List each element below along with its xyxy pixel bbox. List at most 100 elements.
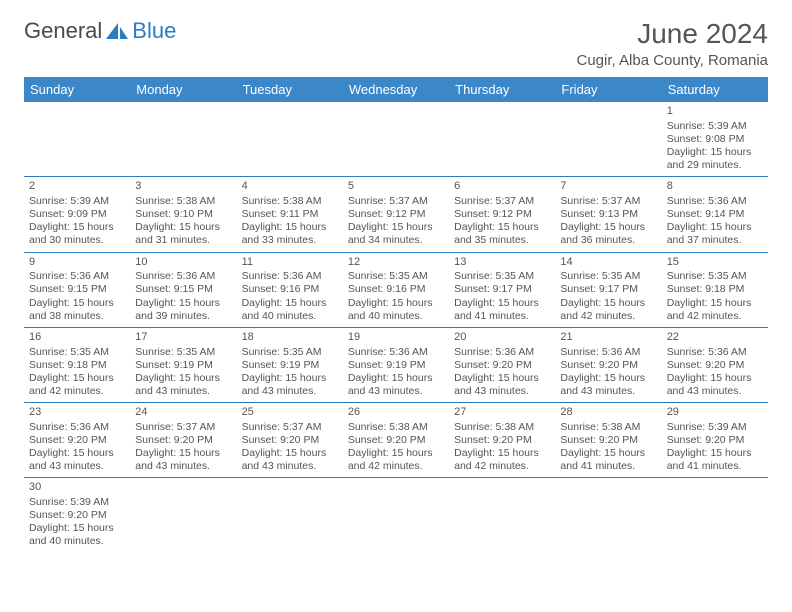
day-number: 23 bbox=[29, 406, 125, 420]
daylight-text: and 34 minutes. bbox=[348, 234, 444, 247]
calendar-cell: 21Sunrise: 5:36 AMSunset: 9:20 PMDayligh… bbox=[555, 327, 661, 402]
calendar-cell: 14Sunrise: 5:35 AMSunset: 9:17 PMDayligh… bbox=[555, 252, 661, 327]
day-number: 6 bbox=[454, 180, 550, 194]
daylight-text: and 43 minutes. bbox=[242, 385, 338, 398]
calendar-cell: 3Sunrise: 5:38 AMSunset: 9:10 PMDaylight… bbox=[130, 177, 236, 252]
daylight-text: and 43 minutes. bbox=[242, 460, 338, 473]
sunset-text: Sunset: 9:15 PM bbox=[29, 283, 125, 296]
daylight-text: and 40 minutes. bbox=[29, 535, 125, 548]
sunrise-text: Sunrise: 5:38 AM bbox=[242, 195, 338, 208]
daylight-text: Daylight: 15 hours bbox=[454, 447, 550, 460]
calendar-cell: 2Sunrise: 5:39 AMSunset: 9:09 PMDaylight… bbox=[24, 177, 130, 252]
day-number: 18 bbox=[242, 331, 338, 345]
sunrise-text: Sunrise: 5:36 AM bbox=[667, 346, 763, 359]
sunset-text: Sunset: 9:20 PM bbox=[242, 434, 338, 447]
sunrise-text: Sunrise: 5:37 AM bbox=[560, 195, 656, 208]
calendar-cell: 20Sunrise: 5:36 AMSunset: 9:20 PMDayligh… bbox=[449, 327, 555, 402]
day-number: 7 bbox=[560, 180, 656, 194]
calendar-cell: 28Sunrise: 5:38 AMSunset: 9:20 PMDayligh… bbox=[555, 403, 661, 478]
day-number: 24 bbox=[135, 406, 231, 420]
calendar-week-row: 16Sunrise: 5:35 AMSunset: 9:18 PMDayligh… bbox=[24, 327, 768, 402]
sunset-text: Sunset: 9:19 PM bbox=[242, 359, 338, 372]
sunset-text: Sunset: 9:17 PM bbox=[560, 283, 656, 296]
daylight-text: and 36 minutes. bbox=[560, 234, 656, 247]
day-number: 25 bbox=[242, 406, 338, 420]
sunset-text: Sunset: 9:20 PM bbox=[560, 359, 656, 372]
calendar-cell: 5Sunrise: 5:37 AMSunset: 9:12 PMDaylight… bbox=[343, 177, 449, 252]
daylight-text: Daylight: 15 hours bbox=[560, 372, 656, 385]
calendar-cell bbox=[449, 102, 555, 177]
daylight-text: and 30 minutes. bbox=[29, 234, 125, 247]
daylight-text: Daylight: 15 hours bbox=[135, 447, 231, 460]
day-header: Sunday bbox=[24, 77, 130, 102]
daylight-text: and 29 minutes. bbox=[667, 159, 763, 172]
calendar-cell: 25Sunrise: 5:37 AMSunset: 9:20 PMDayligh… bbox=[237, 403, 343, 478]
sunrise-text: Sunrise: 5:38 AM bbox=[348, 421, 444, 434]
calendar-cell: 22Sunrise: 5:36 AMSunset: 9:20 PMDayligh… bbox=[662, 327, 768, 402]
title-block: June 2024 Cugir, Alba County, Romania bbox=[577, 18, 769, 69]
day-number: 8 bbox=[667, 180, 763, 194]
day-number: 11 bbox=[242, 256, 338, 270]
sunset-text: Sunset: 9:09 PM bbox=[29, 208, 125, 221]
calendar-cell bbox=[130, 102, 236, 177]
daylight-text: and 43 minutes. bbox=[348, 385, 444, 398]
daylight-text: Daylight: 15 hours bbox=[560, 297, 656, 310]
calendar-cell: 15Sunrise: 5:35 AMSunset: 9:18 PMDayligh… bbox=[662, 252, 768, 327]
calendar-cell bbox=[343, 102, 449, 177]
day-number: 12 bbox=[348, 256, 444, 270]
sunset-text: Sunset: 9:20 PM bbox=[454, 359, 550, 372]
calendar-cell: 7Sunrise: 5:37 AMSunset: 9:13 PMDaylight… bbox=[555, 177, 661, 252]
daylight-text: and 40 minutes. bbox=[242, 310, 338, 323]
sunset-text: Sunset: 9:17 PM bbox=[454, 283, 550, 296]
sunrise-text: Sunrise: 5:39 AM bbox=[667, 120, 763, 133]
calendar-cell: 9Sunrise: 5:36 AMSunset: 9:15 PMDaylight… bbox=[24, 252, 130, 327]
sunrise-text: Sunrise: 5:37 AM bbox=[135, 421, 231, 434]
daylight-text: Daylight: 15 hours bbox=[348, 372, 444, 385]
sunset-text: Sunset: 9:13 PM bbox=[560, 208, 656, 221]
calendar-cell: 24Sunrise: 5:37 AMSunset: 9:20 PMDayligh… bbox=[130, 403, 236, 478]
sunset-text: Sunset: 9:12 PM bbox=[454, 208, 550, 221]
daylight-text: Daylight: 15 hours bbox=[667, 297, 763, 310]
daylight-text: Daylight: 15 hours bbox=[348, 447, 444, 460]
calendar-cell: 11Sunrise: 5:36 AMSunset: 9:16 PMDayligh… bbox=[237, 252, 343, 327]
page-title: June 2024 bbox=[577, 18, 769, 50]
sunset-text: Sunset: 9:19 PM bbox=[135, 359, 231, 372]
calendar-cell bbox=[555, 478, 661, 553]
sunrise-text: Sunrise: 5:36 AM bbox=[242, 270, 338, 283]
calendar-cell: 18Sunrise: 5:35 AMSunset: 9:19 PMDayligh… bbox=[237, 327, 343, 402]
sunrise-text: Sunrise: 5:37 AM bbox=[242, 421, 338, 434]
sunset-text: Sunset: 9:16 PM bbox=[348, 283, 444, 296]
sunrise-text: Sunrise: 5:38 AM bbox=[560, 421, 656, 434]
sunrise-text: Sunrise: 5:36 AM bbox=[29, 421, 125, 434]
daylight-text: Daylight: 15 hours bbox=[454, 221, 550, 234]
day-number: 15 bbox=[667, 256, 763, 270]
day-number: 21 bbox=[560, 331, 656, 345]
calendar-cell bbox=[237, 102, 343, 177]
sunset-text: Sunset: 9:16 PM bbox=[242, 283, 338, 296]
day-number: 27 bbox=[454, 406, 550, 420]
sunset-text: Sunset: 9:20 PM bbox=[454, 434, 550, 447]
calendar-cell bbox=[343, 478, 449, 553]
daylight-text: Daylight: 15 hours bbox=[242, 221, 338, 234]
daylight-text: Daylight: 15 hours bbox=[242, 447, 338, 460]
sail-icon bbox=[104, 21, 130, 41]
daylight-text: Daylight: 15 hours bbox=[667, 146, 763, 159]
daylight-text: and 43 minutes. bbox=[454, 385, 550, 398]
day-number: 22 bbox=[667, 331, 763, 345]
calendar-cell: 17Sunrise: 5:35 AMSunset: 9:19 PMDayligh… bbox=[130, 327, 236, 402]
daylight-text: Daylight: 15 hours bbox=[29, 447, 125, 460]
sunrise-text: Sunrise: 5:36 AM bbox=[454, 346, 550, 359]
day-number: 19 bbox=[348, 331, 444, 345]
day-number: 17 bbox=[135, 331, 231, 345]
day-number: 29 bbox=[667, 406, 763, 420]
sunset-text: Sunset: 9:18 PM bbox=[667, 283, 763, 296]
calendar-cell: 29Sunrise: 5:39 AMSunset: 9:20 PMDayligh… bbox=[662, 403, 768, 478]
daylight-text: Daylight: 15 hours bbox=[667, 221, 763, 234]
sunrise-text: Sunrise: 5:36 AM bbox=[560, 346, 656, 359]
daylight-text: and 41 minutes. bbox=[667, 460, 763, 473]
sunset-text: Sunset: 9:20 PM bbox=[29, 434, 125, 447]
logo-text-1: General bbox=[24, 18, 102, 44]
sunset-text: Sunset: 9:20 PM bbox=[348, 434, 444, 447]
calendar-cell bbox=[449, 478, 555, 553]
day-header: Thursday bbox=[449, 77, 555, 102]
